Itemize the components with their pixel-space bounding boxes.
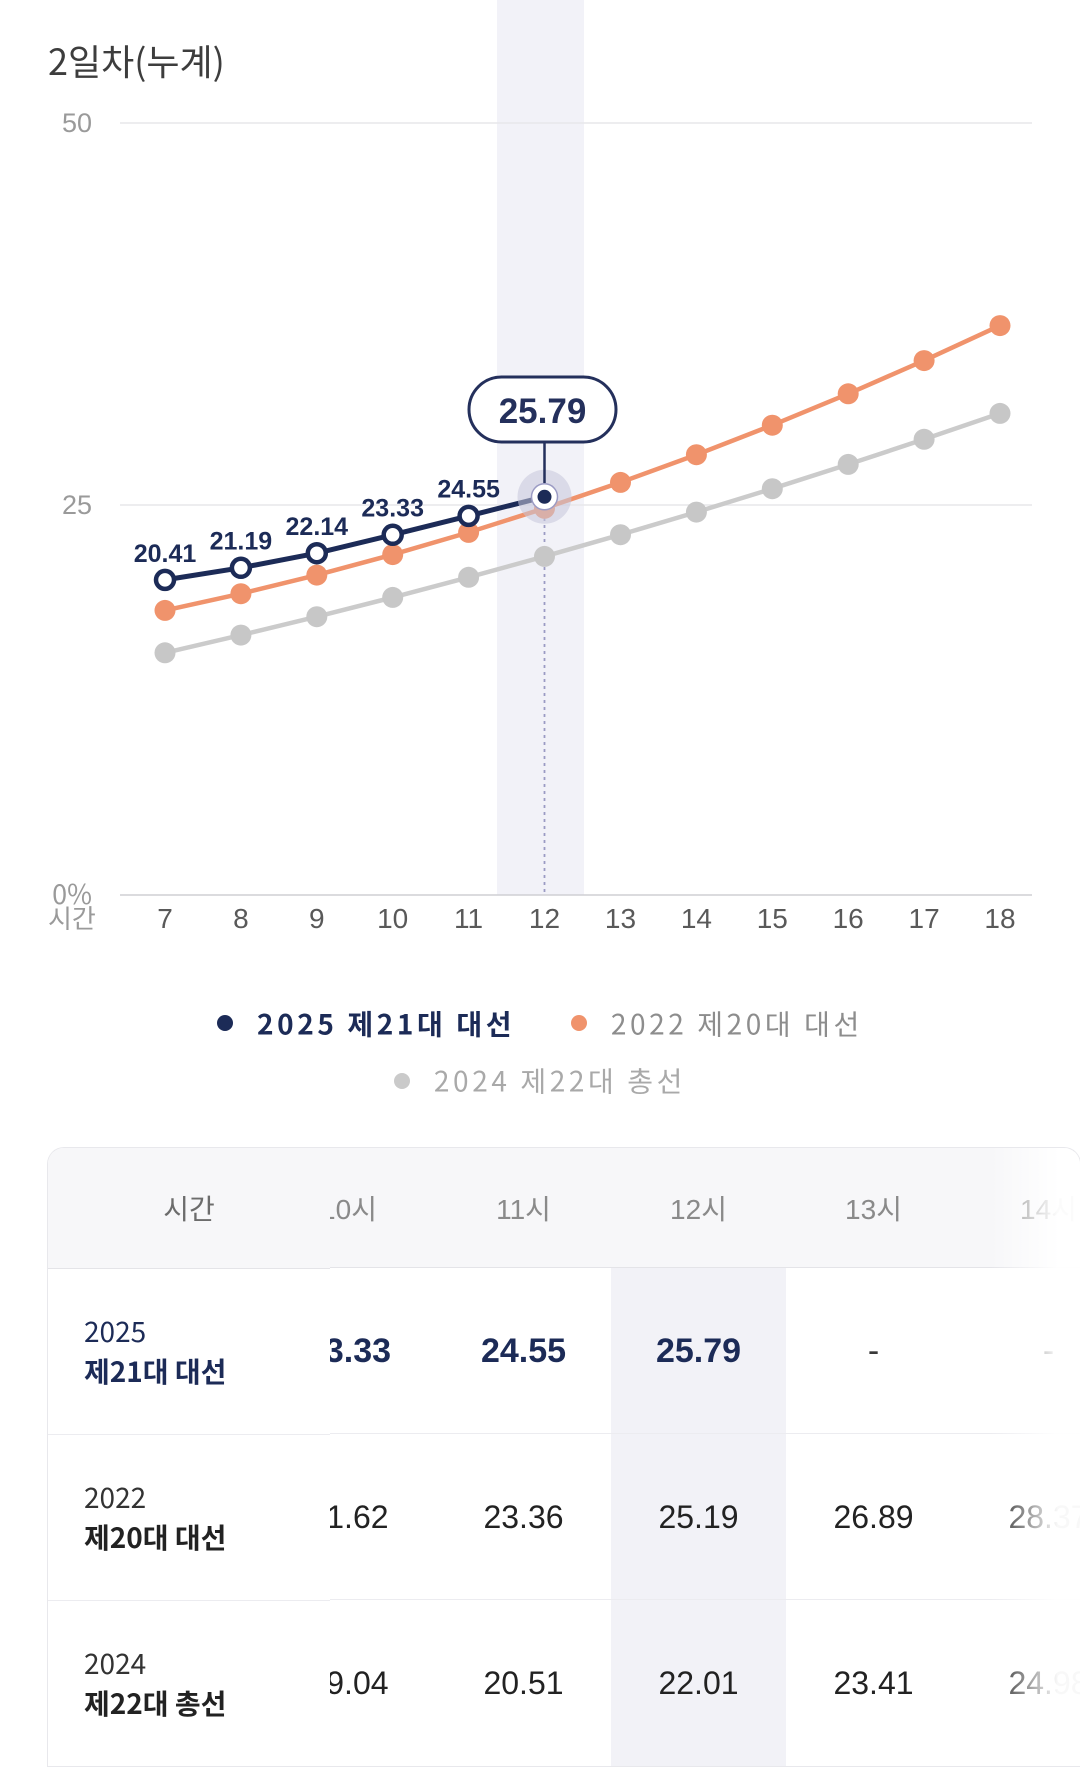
svg-text:8: 8 bbox=[233, 903, 249, 934]
svg-text:21.19: 21.19 bbox=[210, 528, 273, 556]
svg-text:10: 10 bbox=[377, 903, 408, 934]
svg-text:25: 25 bbox=[62, 490, 92, 520]
svg-text:24.55: 24.55 bbox=[437, 476, 500, 504]
svg-text:9: 9 bbox=[309, 903, 325, 934]
svg-text:14: 14 bbox=[681, 903, 712, 934]
svg-text:12: 12 bbox=[529, 903, 560, 934]
svg-text:17: 17 bbox=[909, 903, 940, 934]
svg-text:23.33: 23.33 bbox=[361, 495, 424, 523]
svg-text:25.79: 25.79 bbox=[499, 392, 587, 431]
svg-text:13: 13 bbox=[605, 903, 636, 934]
svg-text:18: 18 bbox=[984, 903, 1015, 934]
svg-text:16: 16 bbox=[833, 903, 864, 934]
svg-text:22.14: 22.14 bbox=[286, 513, 349, 541]
svg-text:50: 50 bbox=[62, 108, 92, 138]
svg-text:시간: 시간 bbox=[48, 899, 96, 936]
svg-text:11: 11 bbox=[454, 903, 483, 934]
svg-text:20.41: 20.41 bbox=[134, 540, 197, 568]
svg-text:7: 7 bbox=[157, 903, 173, 934]
svg-text:15: 15 bbox=[757, 903, 788, 934]
